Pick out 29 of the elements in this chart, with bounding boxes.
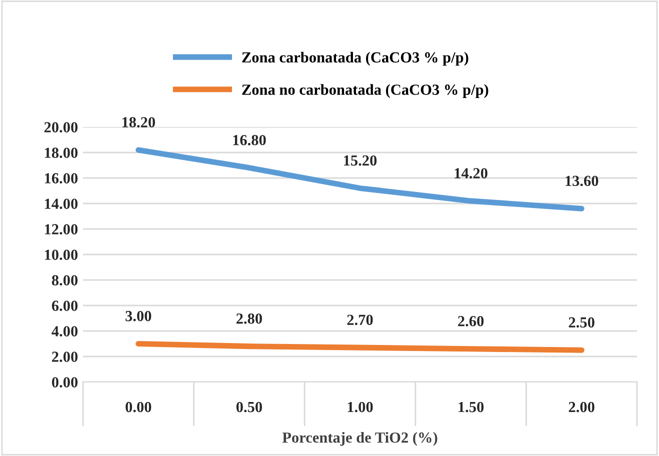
y-tick-label: 20.00	[44, 122, 78, 133]
y-tick-label: 12.00	[44, 224, 78, 235]
data-label: 2.50	[568, 317, 594, 328]
x-tick-label: 0.50	[236, 402, 262, 412]
data-label: 3.00	[126, 310, 152, 322]
y-tick-label: 18.00	[44, 148, 78, 158]
y-tick-label: 16.00	[44, 173, 78, 184]
data-label: 2.70	[347, 314, 373, 326]
y-tick-label: 4.00	[52, 326, 78, 337]
x-axis-title: Porcentaje de TiO2 (%)	[282, 432, 438, 446]
data-label: 2.60	[458, 316, 484, 326]
y-tick-label: 6.00	[52, 300, 78, 312]
data-label: 13.60	[566, 176, 598, 186]
data-label: 16.80	[233, 134, 266, 146]
y-tick-label: 2.00	[52, 352, 78, 362]
y-tick-label: 10.00	[44, 250, 78, 260]
x-tick-label: 0.00	[126, 402, 152, 412]
data-label: 14.20	[454, 168, 488, 178]
x-tick-label: 1.00	[348, 402, 373, 412]
x-tick-label: 1.50	[458, 402, 484, 412]
y-tick-label: 14.00	[44, 198, 78, 210]
data-label: 15.20	[344, 155, 377, 166]
data-label: 2.80	[236, 313, 262, 324]
x-tick-label: 2.00	[568, 402, 594, 412]
legend-label: Zona carbonatada (CaCO3 % p/p)	[242, 52, 468, 66]
y-tick-label: 0.00	[52, 377, 78, 388]
y-tick-label: 8.00	[52, 275, 78, 286]
legend-label: Zona no carbonatada (CaCO3 % p/p)	[242, 84, 488, 98]
data-label: 18.20	[122, 117, 156, 128]
